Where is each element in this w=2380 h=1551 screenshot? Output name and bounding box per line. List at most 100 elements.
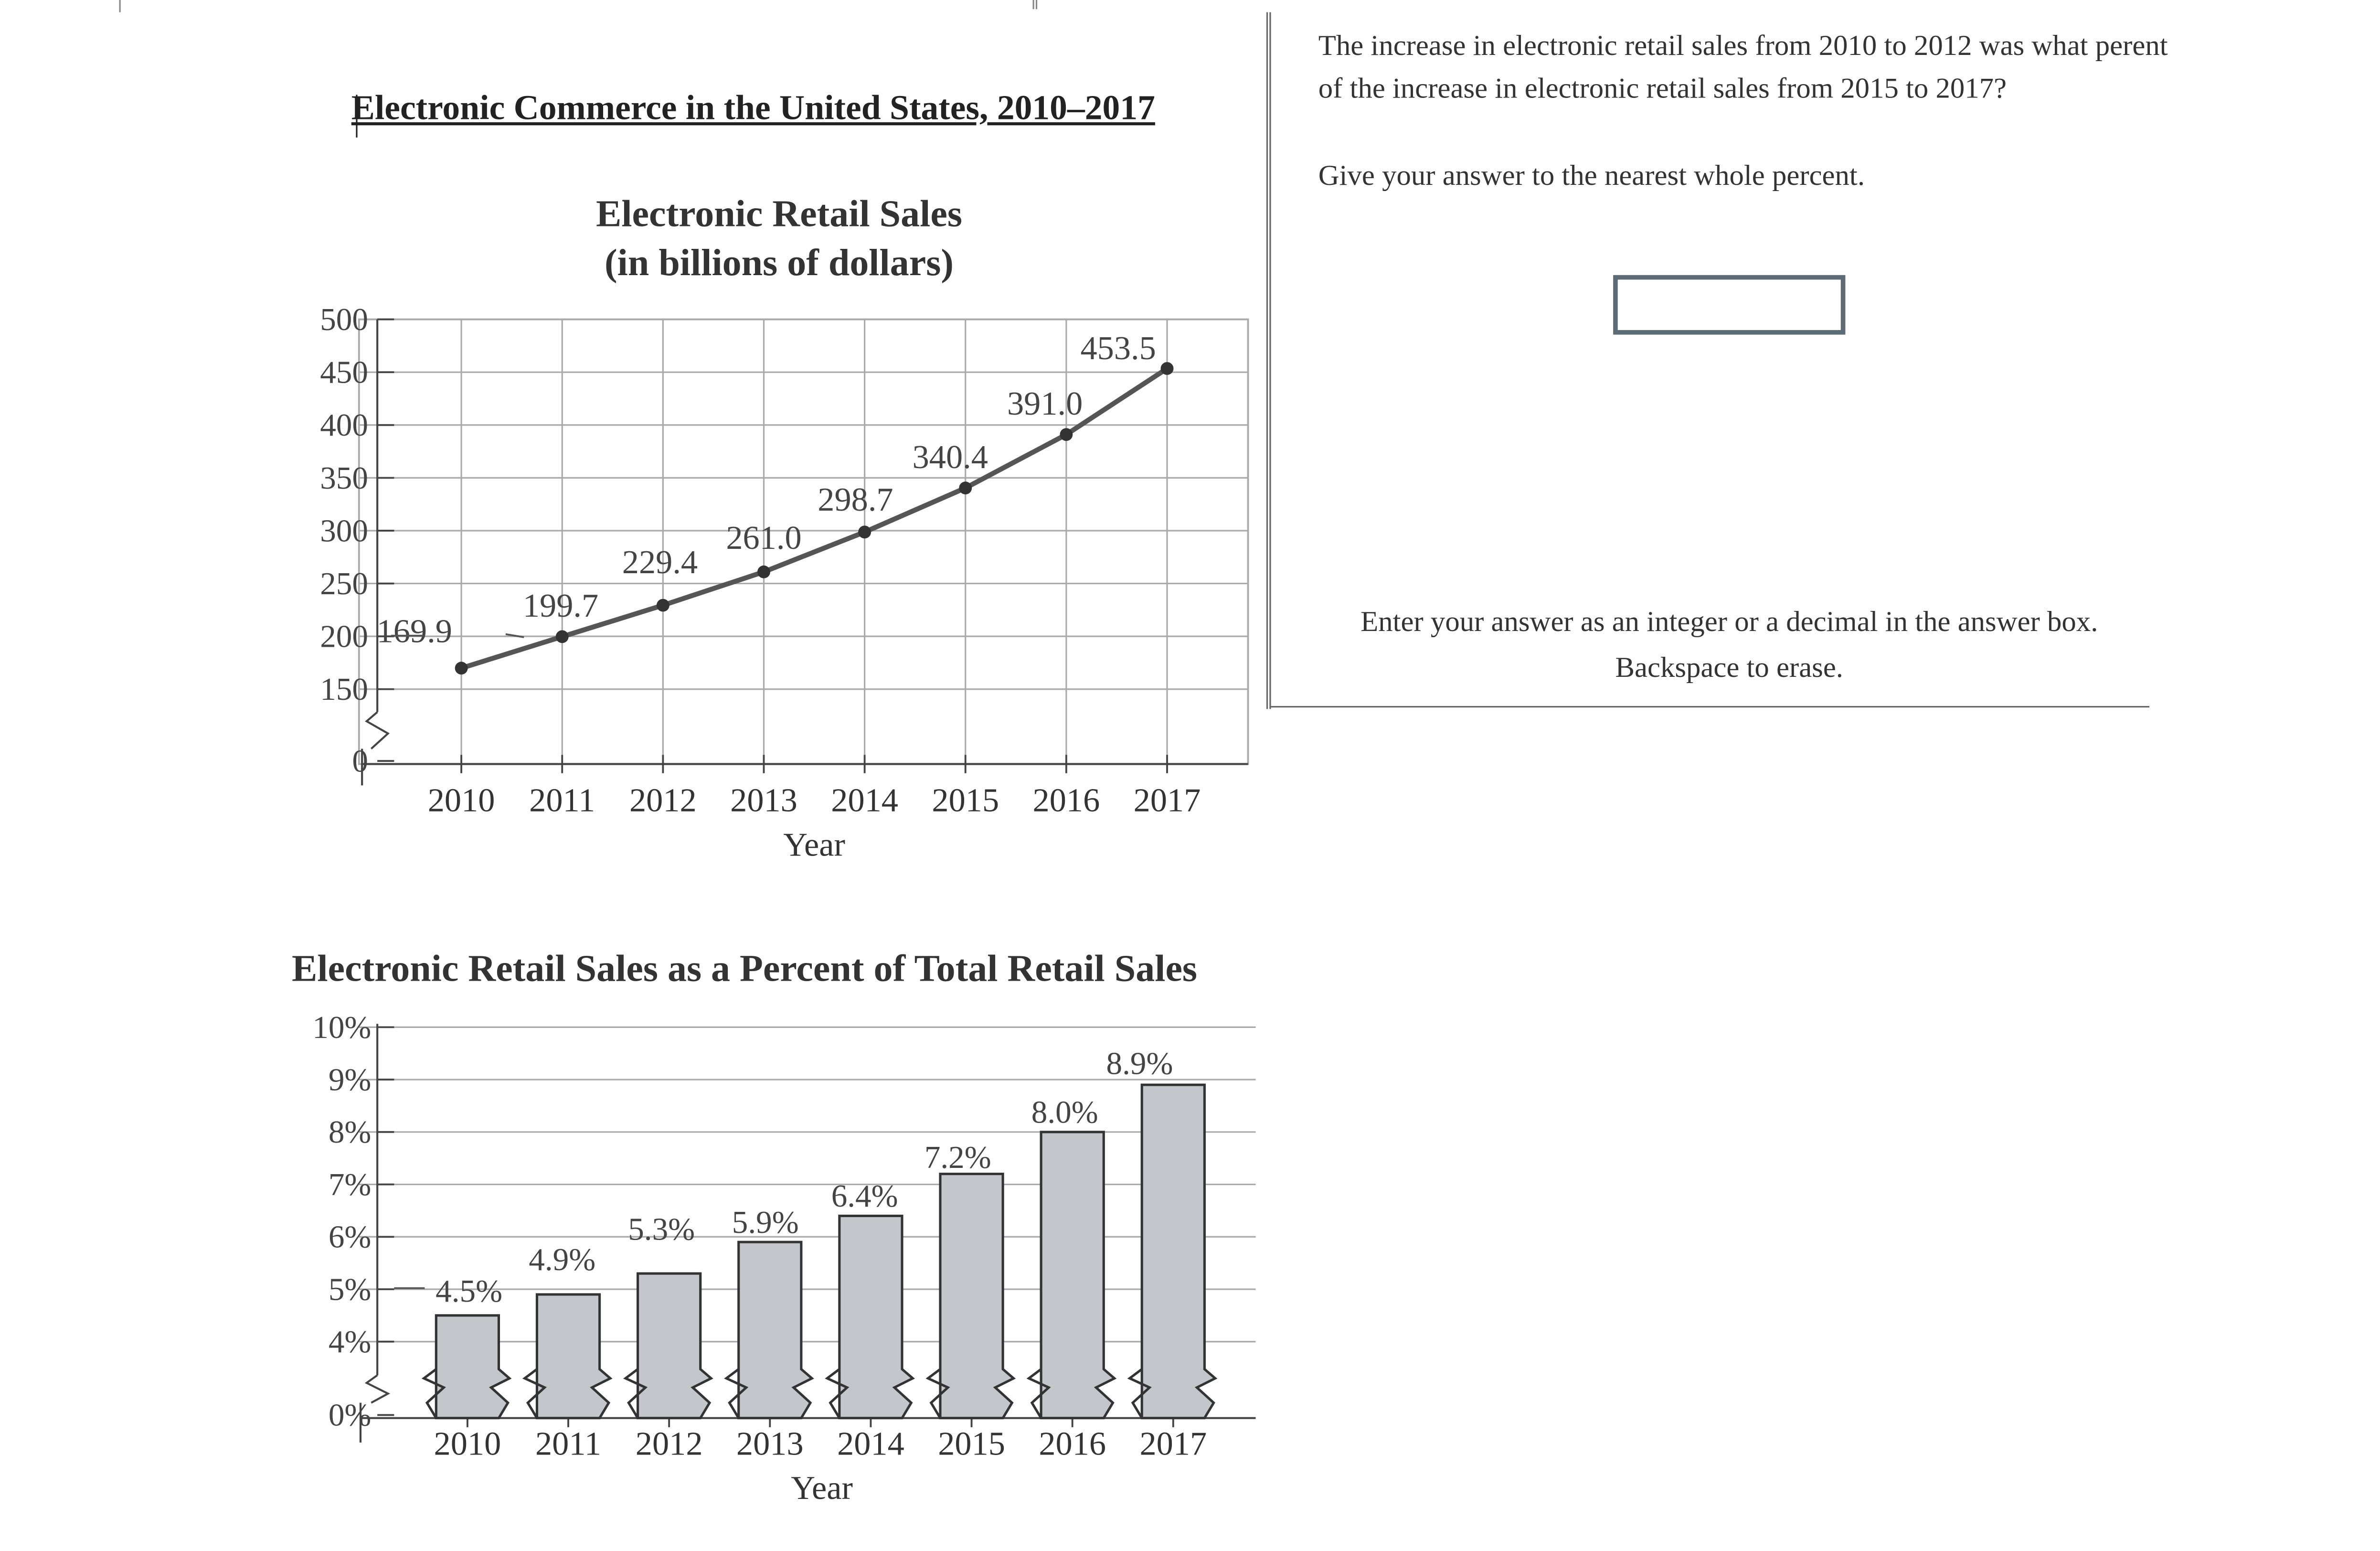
data-point: [1060, 428, 1073, 441]
bar-chart-x-label: Year: [791, 1469, 853, 1507]
y-tick-label: 10%: [312, 1009, 371, 1045]
bar-break-icon: [1026, 1368, 1051, 1419]
data-point: [656, 599, 669, 612]
line-chart-axes: 0 150 200 250 300 350 400 450 500 2010 2011 2012 201…: [320, 301, 1248, 819]
bar: [838, 1214, 915, 1420]
data-label: 7.2%: [924, 1139, 991, 1175]
x-tick-label: 2012: [636, 1425, 703, 1462]
edge-mark: [1032, 0, 1038, 10]
bar-chart-axes: 0% 4% 5% 6% 7% 8% 9% 10% 2010 2011 2012 2013 2014 201…: [312, 1009, 1256, 1462]
x-tick-label: 2013: [730, 782, 797, 819]
entry-hint-line: Backspace to erase.: [1615, 652, 1844, 685]
x-tick-label: 2015: [932, 782, 999, 819]
bar-chart-title: Electronic Retail Sales as a Percent of …: [292, 948, 1197, 990]
x-tick-label: 2013: [736, 1425, 804, 1462]
bar: [1140, 1083, 1218, 1420]
y-tick-label: 0: [352, 743, 368, 779]
x-tick-label: 2016: [1033, 782, 1100, 819]
bar: [1040, 1131, 1117, 1420]
data-point: [1160, 362, 1174, 375]
bar-chart-marks: 4.5% 4.9% 5.3% 5.9% 6.4% 7.2% 8.0%8.9%: [394, 1046, 1218, 1420]
y-tick-label: 6%: [329, 1219, 372, 1255]
line-chart-marks: 169.9 199.7 229.4 261.0 298.7 340.4 391.0 453.5: [377, 330, 1174, 675]
data-label: 169.9: [377, 612, 452, 650]
bar: [435, 1314, 512, 1420]
axis-break-icon: [364, 1374, 391, 1404]
data-label: 229.4: [622, 544, 698, 581]
data-label: 391.0: [1007, 385, 1083, 422]
x-tick-label: 2011: [535, 1425, 601, 1462]
x-tick-label: 2014: [837, 1425, 904, 1462]
data-label: 199.7: [523, 587, 598, 624]
data-point: [455, 662, 468, 675]
y-tick-label: 0%: [329, 1397, 372, 1433]
answer-input[interactable]: [1613, 275, 1846, 335]
y-tick-label: 250: [320, 566, 368, 601]
question-text: The increase in electronic retail sales …: [1318, 30, 2168, 106]
y-tick-label: 9%: [329, 1061, 372, 1097]
x-tick-label: 2010: [428, 782, 495, 819]
data-label: 261.0: [726, 519, 801, 556]
data-label: 340.4: [913, 439, 988, 476]
bar-break-icon: [623, 1368, 648, 1419]
sales-line-chart: 0 150 200 250 300 350 400 450 500 2010 2011 2012 201…: [320, 193, 1249, 863]
data-label: 298.7: [818, 481, 893, 518]
x-tick-label: 2012: [629, 782, 697, 819]
series-line: [460, 366, 1169, 671]
data-point: [959, 481, 972, 495]
line-chart-subtitle: (in billions of dollars): [605, 242, 954, 284]
data-label: 4.9%: [529, 1241, 595, 1277]
y-tick-label: 150: [320, 671, 368, 707]
panel-bottom-rule: [1271, 706, 2149, 708]
y-tick-label: 450: [320, 354, 368, 390]
x-tick-label: 2011: [529, 782, 595, 819]
y-tick-label: 300: [320, 513, 368, 548]
bar: [535, 1293, 613, 1420]
bar: [637, 1272, 713, 1420]
x-tick-label: 2016: [1039, 1425, 1106, 1462]
line-chart-title: Electronic Retail Sales: [596, 193, 962, 235]
bar-break-icon: [825, 1368, 850, 1419]
x-tick-label: 2015: [938, 1425, 1005, 1462]
bar-break-icon: [421, 1368, 446, 1419]
x-tick-label: 2017: [1139, 1425, 1207, 1462]
data-label: 8.0%: [1031, 1094, 1098, 1130]
edge-mark: [119, 0, 121, 12]
data-label: 5.9%: [732, 1204, 799, 1240]
data-point: [757, 565, 770, 578]
data-label: 4.5%: [436, 1273, 502, 1309]
data-label: 8.9%: [1106, 1046, 1173, 1081]
axis-break-icon: [365, 711, 390, 750]
y-tick-label: 8%: [329, 1114, 372, 1150]
y-tick-label: 350: [320, 460, 368, 496]
x-tick-label: 2017: [1134, 782, 1201, 819]
y-tick-label: 4%: [329, 1324, 372, 1359]
bar: [939, 1173, 1016, 1420]
y-tick-label: 7%: [329, 1166, 372, 1202]
bar: [737, 1241, 814, 1420]
bar-chart-grid: [359, 1026, 1256, 1343]
panel-divider: [1266, 12, 1271, 709]
y-tick-label: 5%: [329, 1271, 372, 1307]
data-label: 453.5: [1081, 330, 1156, 367]
x-tick-label: 2010: [434, 1425, 501, 1462]
data-label: 6.4%: [831, 1178, 898, 1214]
y-tick-label: 400: [320, 407, 368, 443]
plot-frame: [358, 318, 1249, 765]
rounding-instruction: Give your answer to the nearest whole pe…: [1318, 160, 1865, 193]
line-chart-x-label: Year: [783, 826, 845, 863]
figure-heading: Electronic Commerce in the United States…: [351, 88, 1155, 127]
y-tick-label: 200: [320, 619, 368, 654]
data-point: [858, 525, 871, 539]
data-label: 5.3%: [628, 1211, 695, 1247]
bar-break-icon: [925, 1368, 950, 1419]
entry-hint: Enter your answer as an integer or a dec…: [1317, 600, 2142, 692]
line-chart-grid: [358, 318, 1249, 765]
leader-line: [505, 633, 524, 638]
entry-hint-line: Enter your answer as an integer or a dec…: [1360, 607, 2098, 639]
bar-break-icon: [522, 1368, 547, 1419]
percent-bar-chart: 0% 4% 5% 6% 7% 8% 9% 10% 2010 2011 2012 2013 2014 201…: [292, 948, 1256, 1507]
x-tick-label: 2014: [831, 782, 898, 819]
y-tick-label: 500: [320, 301, 368, 337]
